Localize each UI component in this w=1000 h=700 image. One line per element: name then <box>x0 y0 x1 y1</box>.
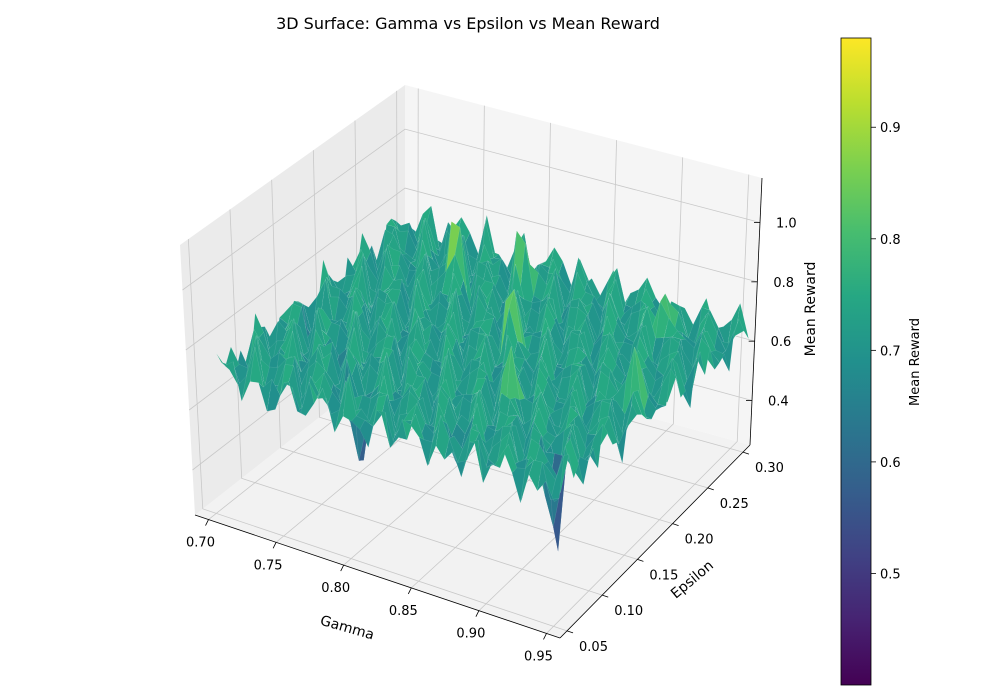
x-tick <box>272 542 277 549</box>
z-axis-line <box>749 177 763 446</box>
surface-patch <box>730 318 745 344</box>
surface-patch <box>633 390 647 420</box>
x-axis-line <box>194 514 561 639</box>
z-gridline <box>182 128 761 291</box>
y-tick-label: 0.10 <box>614 604 643 619</box>
left-wall-pane <box>180 85 405 515</box>
x-tick-label: 0.80 <box>321 581 350 596</box>
x-tick <box>340 564 345 572</box>
x-axis-label: Gamma <box>318 613 376 644</box>
surface-patch <box>696 338 710 376</box>
y-tick <box>742 451 750 455</box>
x-tick <box>205 519 209 526</box>
y-tick <box>602 594 609 598</box>
y-tick-label: 0.20 <box>685 533 714 548</box>
y-tick-label: 0.05 <box>579 640 608 655</box>
colorbar-tick-label: 0.9 <box>880 121 901 136</box>
surface-patch <box>710 350 725 363</box>
y-gridline <box>187 239 568 632</box>
y-tick <box>566 630 574 634</box>
y-tick-label: 0.15 <box>649 568 678 583</box>
z-tick-label: 1.0 <box>776 217 797 232</box>
surface-patch <box>550 455 565 500</box>
y-axis-line <box>559 444 751 639</box>
y-tick <box>672 523 679 527</box>
colorbar-label: Mean Reward <box>908 318 923 406</box>
z-axis-label: Mean Reward <box>803 262 819 357</box>
x-tick-label: 0.85 <box>389 604 418 619</box>
colorbar-gradient <box>840 37 872 686</box>
colorbar-ticks: 0.5 0.6 0.7 0.8 0.9 <box>871 121 901 582</box>
x-tick <box>407 587 412 595</box>
z-tick-label: 0.6 <box>771 335 792 350</box>
axis-ticks: 0.70 0.75 0.80 0.85 0.90 0.95 0.05 0.10 0.15 0.20… <box>186 177 797 664</box>
surface-patch <box>545 481 560 503</box>
y-tick <box>707 487 714 491</box>
colorbar: 0.5 0.6 0.7 0.8 0.9 Mean Reward <box>840 37 923 686</box>
colorbar-tick-label: 0.6 <box>880 456 901 471</box>
y-tick-label: 0.25 <box>720 497 749 512</box>
surface-patch <box>642 396 657 420</box>
x-tick <box>475 610 480 617</box>
x-tick <box>543 633 547 640</box>
y-tick <box>637 558 644 562</box>
colorbar-tick-label: 0.7 <box>880 344 901 359</box>
chart-title: 3D Surface: Gamma vs Epsilon vs Mean Rew… <box>276 14 660 33</box>
z-tick-label: 0.8 <box>773 276 794 291</box>
x-tick-label: 0.70 <box>186 536 215 551</box>
x-tick-label: 0.95 <box>524 649 553 664</box>
reward-surface <box>216 205 749 552</box>
y-gridline <box>271 179 638 560</box>
x-gridline <box>478 157 684 611</box>
x-tick-label: 0.75 <box>254 558 283 573</box>
y-gridline <box>229 209 603 596</box>
z-tick-label: 0.4 <box>768 395 789 410</box>
z-gridline <box>185 187 758 351</box>
colorbar-tick-label: 0.5 <box>880 567 901 582</box>
y-tick-label: 0.30 <box>755 461 784 476</box>
colorbar-tick-label: 0.8 <box>880 233 901 248</box>
x-tick-label: 0.90 <box>456 627 485 642</box>
x-gridline <box>546 174 750 634</box>
